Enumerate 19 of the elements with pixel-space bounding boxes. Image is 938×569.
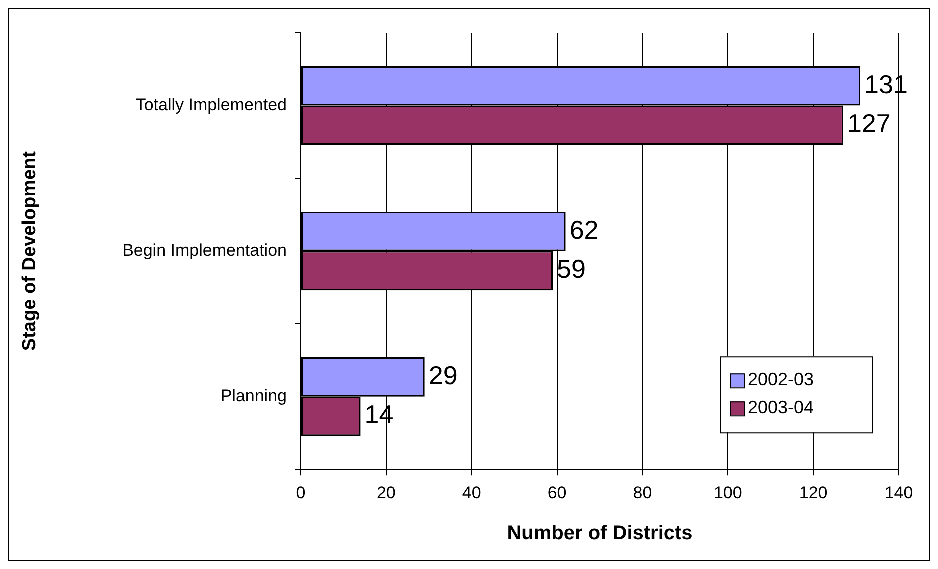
x-tick-label: 80	[633, 483, 652, 502]
data-label: 29	[428, 360, 458, 390]
data-label: 127	[847, 108, 891, 139]
x-tick-label: 40	[462, 483, 482, 502]
x-tick-label: 140	[884, 483, 914, 502]
data-label: 62	[570, 214, 599, 245]
x-tick-label: 60	[548, 483, 567, 502]
x-tick-label: 120	[799, 483, 828, 502]
legend-label: 2003-04	[748, 398, 814, 418]
y-tick-label: Planning	[220, 386, 287, 406]
x-tick-label: 20	[376, 483, 396, 502]
y-tick-label: Begin Implementation	[122, 240, 287, 260]
y-axis-title: Stage of Development	[20, 150, 41, 352]
x-tick-label: 0	[296, 483, 306, 502]
x-tick-label: 100	[714, 483, 742, 502]
y-tick-label: Totally Implemented	[136, 95, 287, 114]
x-axis-title: Number of Districts	[507, 522, 693, 545]
legend-label: 2002-03	[748, 370, 814, 390]
data-label: 59	[557, 254, 586, 284]
